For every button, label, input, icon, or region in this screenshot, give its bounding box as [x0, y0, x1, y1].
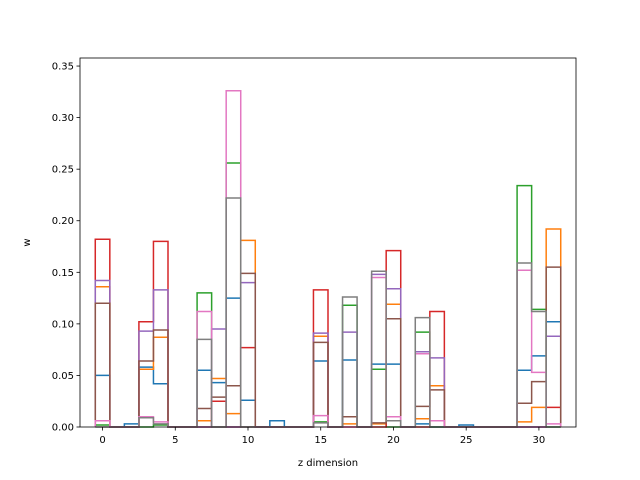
x-tick-label: 25	[460, 435, 473, 446]
x-tick-label: 20	[387, 435, 400, 446]
y-tick-label: 0.10	[52, 319, 74, 330]
x-tick-label: 30	[533, 435, 546, 446]
y-tick-label: 0.35	[52, 62, 74, 73]
y-axis-label: w	[22, 238, 33, 246]
y-tick-label: 0.05	[52, 371, 74, 382]
y-tick-label: 0.15	[52, 268, 74, 279]
x-tick-label: 0	[99, 435, 105, 446]
y-tick-label: 0.25	[52, 165, 74, 176]
x-tick-label: 10	[242, 435, 255, 446]
x-tick-label: 5	[172, 435, 178, 446]
y-axis-ticks: 0.00 0.05 0.10 0.15 0.20 0.25 0.30 0.35	[52, 62, 80, 434]
x-axis-ticks: 0 5 10 15 20 25 30	[99, 427, 545, 446]
y-tick-label: 0.30	[52, 113, 74, 124]
y-tick-label: 0.00	[52, 423, 74, 434]
plot-frame	[79, 57, 577, 428]
y-tick-label: 0.20	[52, 216, 74, 227]
x-tick-label: 15	[314, 435, 327, 446]
x-axis-label: z dimension	[298, 458, 358, 469]
